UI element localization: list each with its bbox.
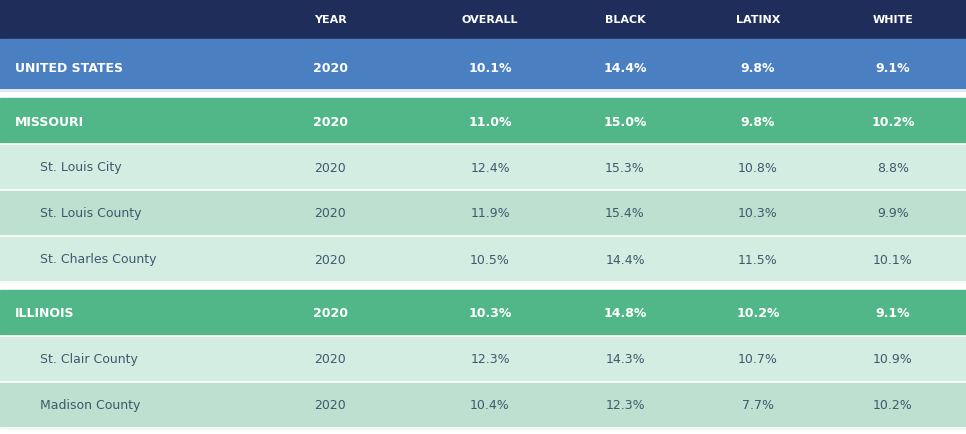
Text: 15.3%: 15.3% (605, 161, 645, 174)
Text: 9.1%: 9.1% (876, 307, 910, 320)
Text: 7.7%: 7.7% (742, 398, 774, 411)
Text: St. Clair County: St. Clair County (40, 353, 138, 366)
Bar (0, 290, 966, 336)
Text: UNITED STATES: UNITED STATES (15, 61, 123, 74)
Text: OVERALL: OVERALL (462, 15, 518, 25)
Text: 2020: 2020 (314, 398, 346, 411)
Text: 2020: 2020 (312, 115, 348, 128)
Text: 10.2%: 10.2% (873, 398, 913, 411)
Text: 9.8%: 9.8% (741, 115, 776, 128)
Text: 12.4%: 12.4% (470, 161, 510, 174)
Text: 10.5%: 10.5% (470, 253, 510, 266)
Text: 2020: 2020 (314, 253, 346, 266)
Text: 12.3%: 12.3% (605, 398, 645, 411)
Text: 14.4%: 14.4% (605, 253, 645, 266)
Text: 9.8%: 9.8% (741, 61, 776, 74)
Bar (0, 145, 966, 191)
Text: WHITE: WHITE (872, 15, 914, 25)
Text: 2020: 2020 (314, 207, 346, 220)
Text: 10.8%: 10.8% (738, 161, 778, 174)
Text: 8.8%: 8.8% (877, 161, 909, 174)
Bar (0, 40, 966, 45)
Text: 2020: 2020 (312, 61, 348, 74)
Text: 10.4%: 10.4% (470, 398, 510, 411)
Text: MISSOURI: MISSOURI (15, 115, 84, 128)
Text: 12.3%: 12.3% (470, 353, 510, 366)
Text: 10.1%: 10.1% (873, 253, 913, 266)
Text: Madison County: Madison County (40, 398, 140, 411)
Text: 10.3%: 10.3% (469, 307, 512, 320)
Bar (0, 45, 966, 91)
Text: 14.8%: 14.8% (604, 307, 646, 320)
Text: 2020: 2020 (314, 353, 346, 366)
Text: 11.0%: 11.0% (469, 115, 512, 128)
Text: 9.1%: 9.1% (876, 61, 910, 74)
Text: YEAR: YEAR (314, 15, 347, 25)
Bar (0, 382, 966, 428)
Bar (0, 99, 966, 145)
Text: 15.0%: 15.0% (603, 115, 647, 128)
Text: 15.4%: 15.4% (605, 207, 645, 220)
Bar (0, 0, 966, 40)
Text: 10.3%: 10.3% (738, 207, 778, 220)
Text: 10.9%: 10.9% (873, 353, 913, 366)
Text: 2020: 2020 (314, 161, 346, 174)
Bar (0, 237, 966, 283)
Text: St. Charles County: St. Charles County (40, 253, 156, 266)
Text: 10.2%: 10.2% (871, 115, 915, 128)
Bar (0, 191, 966, 237)
Text: 2020: 2020 (312, 307, 348, 320)
Text: St. Louis County: St. Louis County (40, 207, 141, 220)
Text: 11.5%: 11.5% (738, 253, 778, 266)
Text: LATINX: LATINX (736, 15, 781, 25)
Text: BLACK: BLACK (605, 15, 645, 25)
Text: 14.4%: 14.4% (603, 61, 647, 74)
Text: ILLINOIS: ILLINOIS (15, 307, 74, 320)
Text: 14.3%: 14.3% (605, 353, 645, 366)
Text: 10.1%: 10.1% (469, 61, 512, 74)
Text: 11.9%: 11.9% (470, 207, 510, 220)
Text: 9.9%: 9.9% (877, 207, 909, 220)
Text: 10.2%: 10.2% (736, 307, 780, 320)
Text: St. Louis City: St. Louis City (40, 161, 122, 174)
Bar (0, 336, 966, 382)
Text: 10.7%: 10.7% (738, 353, 778, 366)
